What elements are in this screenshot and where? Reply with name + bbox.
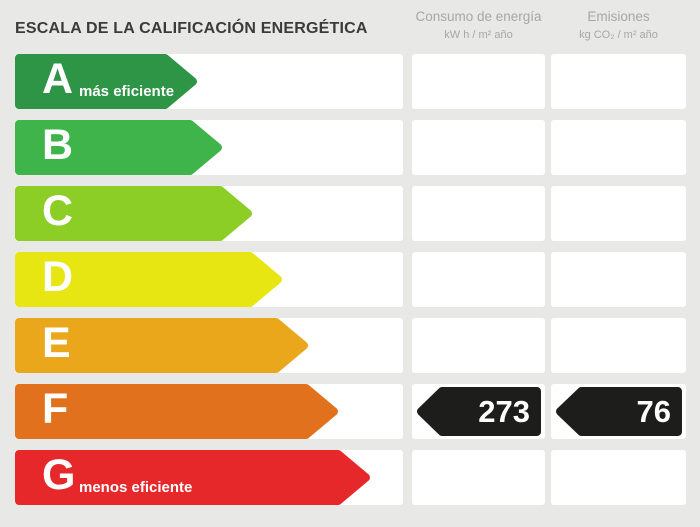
consumption-cell: [412, 186, 545, 241]
emissions-value: 76: [636, 393, 671, 429]
consumption-value: 273: [478, 393, 530, 429]
consumption-column-unit: kW h / m² año: [444, 28, 513, 41]
consumption-cell: 273: [412, 384, 545, 439]
rating-row-a: A más eficiente: [0, 54, 700, 109]
emissions-value-badge: 76: [555, 386, 683, 437]
rating-row-e: E: [0, 318, 700, 373]
rating-arrow-icon: [15, 54, 197, 109]
consumption-cell: [412, 252, 545, 307]
consumption-cell: [412, 450, 545, 505]
rating-arrow-icon: [15, 252, 282, 307]
rating-band: G menos eficiente: [15, 450, 403, 505]
rating-row-d: D: [0, 252, 700, 307]
consumption-cell: [412, 318, 545, 373]
rating-letter: F: [42, 385, 69, 433]
emissions-cell: [551, 186, 686, 241]
rating-letter: B: [42, 121, 74, 169]
rating-letter: C: [42, 187, 74, 235]
emissions-cell: [551, 252, 686, 307]
rating-band: D: [15, 252, 403, 307]
consumption-value-badge: 273: [416, 386, 542, 437]
rating-row-g: G menos eficiente: [0, 450, 700, 505]
ratings-rows: A más eficiente: [0, 54, 700, 516]
consumption-column-label: Consumo de energía: [415, 9, 542, 24]
emissions-cell: [551, 120, 686, 175]
rating-letter: G: [42, 451, 76, 499]
rating-arrow-icon: [15, 120, 222, 175]
rating-arrow-icon: [15, 384, 338, 439]
rating-band: F: [15, 384, 403, 439]
page-title: ESCALA DE LA CALIFICACIÓN ENERGÉTICA: [15, 20, 368, 37]
emissions-column-unit: kg CO₂ / m² año: [579, 28, 658, 41]
rating-row-c: C: [0, 186, 700, 241]
rating-row-b: B: [0, 120, 700, 175]
rating-arrow-icon: [15, 450, 370, 505]
rating-note: más eficiente: [79, 83, 175, 100]
rating-band: B: [15, 120, 403, 175]
emissions-cell: 76: [551, 384, 686, 439]
left-arrow-badge-icon: [417, 387, 541, 436]
column-header-consumption: Consumo de energía kW h / m² año: [406, 9, 551, 41]
rating-arrow-icon: [15, 186, 252, 241]
emissions-cell: [551, 318, 686, 373]
column-header-emissions: Emisiones kg CO₂ / m² año: [547, 9, 690, 41]
left-arrow-badge-icon: [556, 387, 682, 436]
rating-band: C: [15, 186, 403, 241]
consumption-cell: [412, 120, 545, 175]
rating-row-f: F 273 76: [0, 384, 700, 439]
rating-note: menos eficiente: [79, 479, 193, 496]
rating-arrow-icon: [15, 318, 308, 373]
emissions-cell: [551, 54, 686, 109]
rating-letter: E: [42, 319, 71, 367]
consumption-cell: [412, 54, 545, 109]
rating-letter: D: [42, 253, 74, 301]
emissions-column-label: Emisiones: [587, 9, 650, 24]
rating-band: A más eficiente: [15, 54, 403, 109]
rating-band: E: [15, 318, 403, 373]
emissions-cell: [551, 450, 686, 505]
rating-letter: A: [42, 55, 74, 103]
